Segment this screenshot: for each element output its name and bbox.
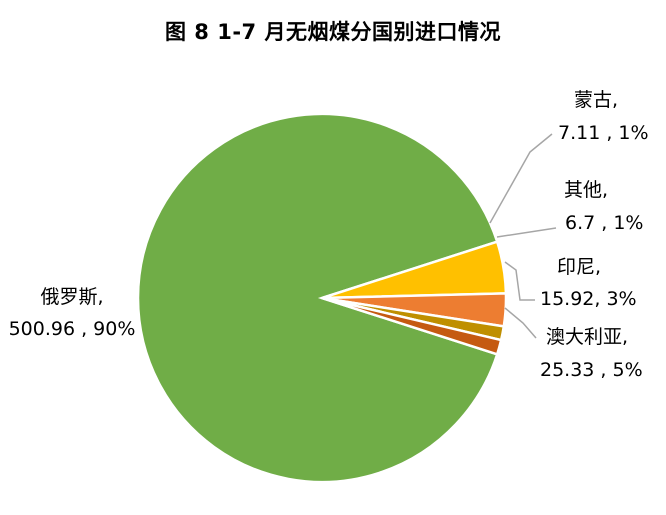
slice-label-value-0: 500.96 , 90% — [9, 318, 136, 340]
slice-label-value-3: 6.7 , 1% — [565, 212, 643, 234]
slice-label-value-1: 25.33 , 5% — [540, 359, 643, 381]
leader-line-3 — [496, 227, 557, 238]
leader-line-4 — [489, 133, 553, 224]
slice-label-name-4: 蒙古, — [574, 89, 618, 111]
pie-slice-0 — [136, 112, 499, 484]
leader-line-2 — [504, 261, 535, 301]
slice-label-value-2: 15.92, 3% — [540, 288, 637, 310]
slice-label-name-0: 俄罗斯, — [40, 286, 103, 308]
slice-label-name-3: 其他, — [564, 179, 608, 201]
leader-line-1 — [504, 307, 537, 339]
slice-label-name-1: 澳大利亚, — [546, 326, 628, 348]
slice-label-name-2: 印尼, — [557, 256, 601, 278]
pie-slice-4 — [321, 296, 503, 356]
slice-label-value-4: 7.11 , 1% — [558, 122, 649, 144]
chart-title: 图 8 1-7 月无烟煤分国别进口情况 — [165, 20, 501, 44]
